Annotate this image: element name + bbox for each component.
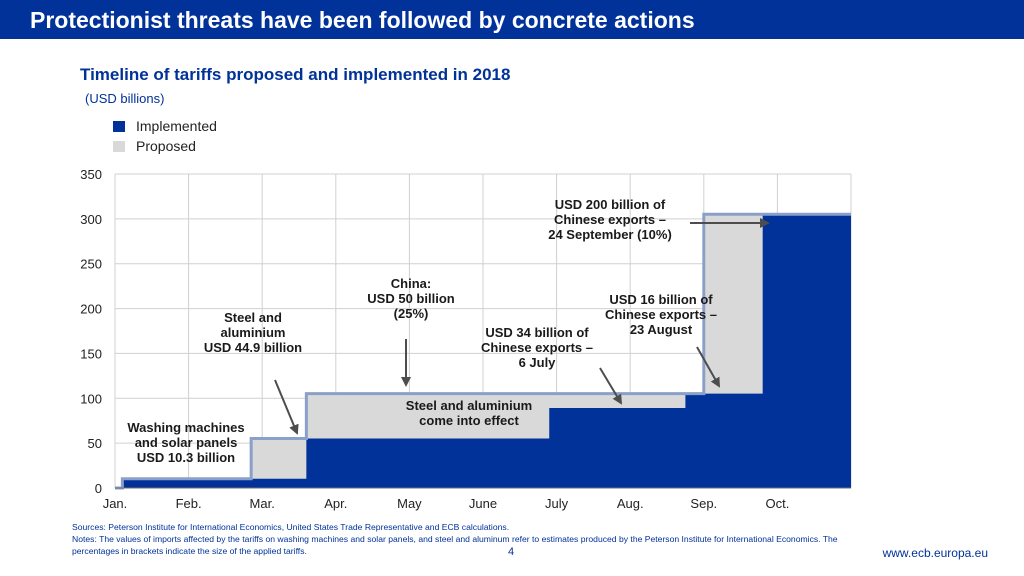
annotation-usd16-line-2: 23 August	[630, 322, 693, 337]
annotation-washing-line-2: USD 10.3 billion	[137, 450, 235, 465]
x-tick-label-3: Apr.	[324, 496, 347, 511]
x-tick-label-5: June	[469, 496, 497, 511]
website-link[interactable]: www.ecb.europa.eu	[882, 546, 988, 560]
y-tick-label-0: 0	[95, 481, 102, 496]
annotation-usd200-line-0: USD 200 billion of	[555, 197, 666, 212]
annotation-usd34-line-1: Chinese exports –	[481, 340, 593, 355]
annotation-usd200-line-2: 24 September (10%)	[548, 227, 672, 242]
annotation-china50-line-0: China:	[391, 276, 431, 291]
y-tick-label-100: 100	[80, 391, 102, 406]
arrow-usd16	[696, 346, 720, 388]
annotation-usd16-line-0: USD 16 billion of	[609, 292, 713, 307]
y-tick-label-350: 350	[80, 167, 102, 182]
annotation-usd34: USD 34 billion of Chinese exports –6 July	[481, 325, 593, 370]
x-tick-label-2: Mar.	[250, 496, 275, 511]
annotation-steel_effect-line-1: come into effect	[419, 413, 519, 428]
y-tick-label-200: 200	[80, 302, 102, 317]
annotation-washing-line-1: and solar panels	[135, 435, 238, 450]
annotation-usd200-line-1: Chinese exports –	[554, 212, 666, 227]
annotation-china50-line-2: (25%)	[394, 306, 429, 321]
annotation-steel-line-0: Steel and	[224, 310, 282, 325]
y-tick-label-150: 150	[80, 346, 102, 361]
y-tick-label-250: 250	[80, 257, 102, 272]
annotation-usd34-line-2: 6 July	[519, 355, 557, 370]
annotation-steel_effect-line-0: Steel and aluminium	[406, 398, 532, 413]
annotation-washing-line-0: Washing machines	[127, 420, 244, 435]
chart-subtitle: (USD billions)	[85, 91, 165, 106]
x-tick-label-4: May	[397, 496, 422, 511]
y-tick-label-300: 300	[80, 212, 102, 227]
x-tick-label-6: July	[545, 496, 569, 511]
implemented-area	[122, 214, 852, 488]
legend-label-proposed: Proposed	[136, 138, 196, 154]
annotation-steel_effect: Steel and aluminium come into effect	[406, 398, 532, 428]
x-tick-label-8: Sep.	[690, 496, 717, 511]
slide-title: Protectionist threats have been followed…	[30, 7, 695, 33]
annotation-washing: Washing machines and solar panels USD 10.3…	[127, 420, 244, 465]
arrow-steel	[274, 379, 299, 435]
x-tick-label-0: Jan.	[103, 496, 128, 511]
legend-swatch-proposed	[113, 141, 125, 152]
legend-swatch-implemented	[113, 121, 125, 132]
footnote: Sources: Peterson Institute for Internat…	[72, 521, 862, 557]
notes-text: Notes: The values of imports affected by…	[72, 534, 838, 556]
annotation-usd16: USD 16 billion of Chinese exports –23 Aug…	[605, 292, 717, 337]
annotation-usd34-line-0: USD 34 billion of	[485, 325, 589, 340]
x-tick-label-7: Aug.	[617, 496, 644, 511]
annotation-china50: China: USD 50 billion (25%)	[367, 276, 454, 321]
annotation-steel: Steel and aluminium USD 44.9 billion	[204, 310, 302, 355]
annotation-steel-line-2: USD 44.9 billion	[204, 340, 302, 355]
y-tick-label-50: 50	[88, 436, 102, 451]
legend-label-implemented: Implemented	[136, 118, 217, 134]
page-number: 4	[508, 546, 515, 558]
x-tick-label-9: Oct.	[765, 496, 789, 511]
sources-note: Sources: Peterson Institute for Internat…	[72, 522, 510, 532]
arrow-usd34	[599, 367, 623, 405]
annotation-china50-line-1: USD 50 billion	[367, 291, 454, 306]
annotation-usd16-line-1: Chinese exports –	[605, 307, 717, 322]
annotation-steel-line-1: aluminium	[220, 325, 285, 340]
annotation-usd200: USD 200 billion of Chinese exports –24 Se…	[548, 197, 672, 242]
title-banner: Protectionist threats have been followed…	[0, 0, 1024, 39]
x-tick-label-1: Feb.	[176, 496, 202, 511]
chart-title: Timeline of tariffs proposed and impleme…	[80, 65, 511, 84]
proposed-outline	[115, 212, 851, 490]
